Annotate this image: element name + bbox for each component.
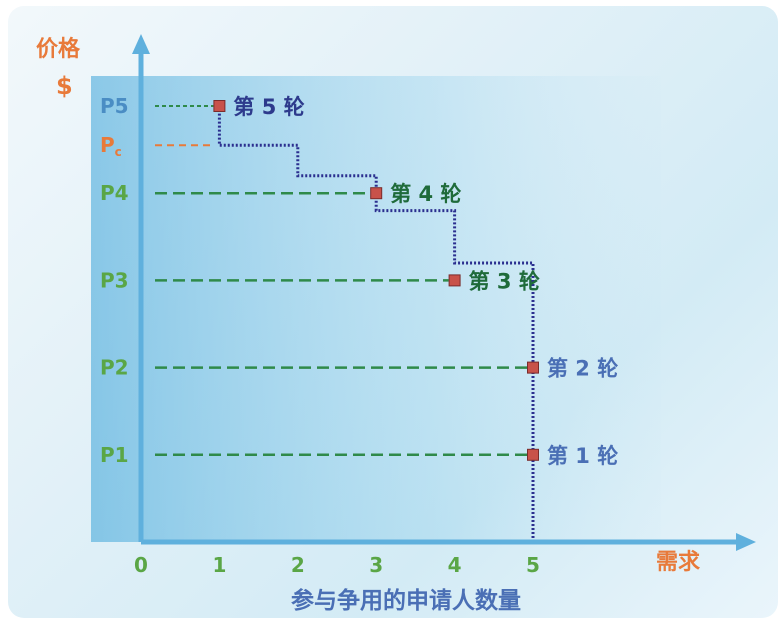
round-2-label: 第 2 轮 (547, 357, 618, 381)
round-1-marker (527, 448, 539, 461)
round-3-label: 第 3 轮 (469, 269, 540, 293)
x-tick-label-4: 4 (448, 553, 462, 577)
round-5-label: 第 5 轮 (233, 95, 304, 119)
y-tick-label-p1: P1 (100, 443, 129, 467)
x-tick-label-1: 1 (212, 553, 226, 577)
y-axis-unit: $ (56, 72, 73, 100)
y-tick-label-p4: P4 (100, 181, 129, 205)
y-axis-arrow (132, 34, 150, 54)
round-4-marker (370, 187, 383, 200)
demand-step-line (217, 106, 535, 542)
chart-svg: 第 1 轮 第 2 轮 第 3 轮 第 4 轮 第 5 轮 P1 P2 P3 P4 Pc P5 0 1 2… (36, 34, 756, 614)
y-axis-title: 价格 (36, 36, 81, 62)
x-axis-arrow (736, 533, 756, 551)
x-tick-label-5: 5 (526, 553, 540, 577)
x-tick-label-3: 3 (369, 553, 383, 577)
round-4-label: 第 4 轮 (390, 182, 461, 206)
round-5-marker (213, 100, 226, 112)
y-tick-label-p3: P3 (100, 268, 129, 292)
x-tick-label-2: 2 (291, 553, 305, 577)
x-axis-title: 需求 (656, 550, 700, 575)
y-tick-label-p2: P2 (100, 356, 129, 380)
y-tick-label-pc: Pc (100, 133, 122, 159)
plot-area-fill (91, 76, 661, 542)
x-axis-caption: 参与争用的申请人数量 (291, 587, 521, 614)
round-3-marker (448, 274, 461, 287)
chart-card: 第 1 轮 第 2 轮 第 3 轮 第 4 轮 第 5 轮 P1 P2 P3 P4 Pc P5 0 1 2… (8, 6, 778, 618)
x-tick-label-0: 0 (134, 553, 148, 577)
round-2-marker (527, 361, 539, 374)
round-1-label: 第 1 轮 (547, 444, 618, 468)
y-tick-label-p5: P5 (100, 94, 129, 118)
